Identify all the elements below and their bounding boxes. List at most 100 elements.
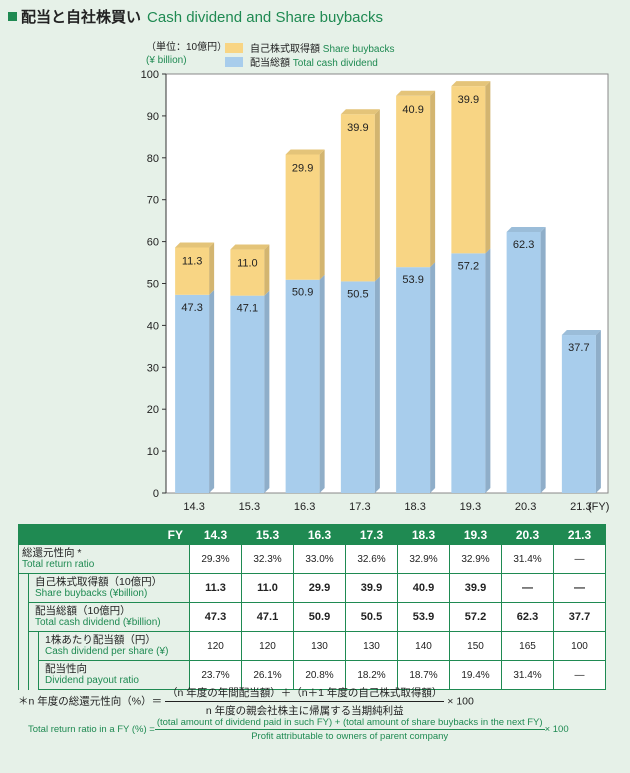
row-label: 総還元性向 * Total return ratio (18, 544, 190, 574)
row-label-en: Total return ratio (22, 559, 95, 570)
row-label-jp: 1株あたり配当額（円） (45, 634, 156, 646)
bar-dividend (396, 267, 431, 493)
row-label: 配当総額（10億円） Total cash dividend (¥billion) (28, 602, 190, 632)
table-cell: — (553, 573, 606, 603)
bar-dividend (561, 335, 596, 493)
row-indent (18, 602, 29, 632)
data-label-buybacks: 11.3 (182, 255, 203, 267)
row-label-en: Cash dividend per share (¥) (45, 646, 169, 657)
table-header-year: 18.3 (397, 524, 450, 545)
table-cell: 39.9 (449, 573, 502, 603)
bar-buybacks-side (430, 90, 436, 268)
x-tick-label: 16.3 (294, 501, 315, 513)
row-label: 配当性向 Dividend payout ratio (38, 660, 190, 690)
table-cell: — (553, 660, 606, 690)
row-label-en: Total cash dividend (¥billion) (35, 617, 161, 628)
bar-dividend (451, 253, 486, 493)
table-cell: 62.3 (501, 602, 554, 632)
data-label-buybacks: 29.9 (292, 162, 313, 174)
footnote-en-lead: Total return ratio in a FY (%) = (28, 724, 155, 736)
data-table-wrap: FY 14.3 15.3 16.3 17.3 18.3 19.3 20.3 21.3 総還元性向… (18, 524, 606, 690)
x-tick-label: 17.3 (349, 501, 370, 513)
footnote-en-fraction: (total amount of dividend paid in such F… (154, 717, 545, 742)
bar-top (506, 226, 546, 232)
bar-dividend-side (264, 290, 270, 493)
data-label-dividend: 57.2 (458, 260, 479, 272)
data-label-buybacks: 39.9 (458, 94, 479, 106)
footnote-jp-lead: ＊n 年度の総還元性向（%）＝ (18, 695, 163, 708)
data-label-dividend: 50.5 (347, 288, 368, 300)
table-cell: 18.2% (345, 660, 398, 690)
footnote-jp-tail: × 100 (447, 695, 474, 708)
data-label-dividend: 47.3 (181, 302, 202, 314)
bar-top (285, 149, 325, 155)
table-header-year: 20.3 (501, 524, 554, 545)
legend-swatch-buybacks (225, 43, 243, 53)
bar-buybacks (340, 114, 375, 282)
bar-top (561, 330, 601, 336)
data-label-buybacks: 39.9 (347, 122, 368, 134)
row-label-jp: 自己株式取得額（10億円） (35, 576, 163, 588)
table-row: 配当総額（10億円） Total cash dividend (¥billion)… (18, 602, 606, 632)
data-label-buybacks: 40.9 (402, 104, 423, 116)
table-cell: 33.0% (293, 544, 346, 574)
footnote-en-numerator: (total amount of dividend paid in such F… (154, 717, 545, 730)
bar-top (230, 244, 270, 250)
table-row: 自己株式取得額（10億円） Share buybacks (¥billion) 11… (18, 573, 606, 603)
legend-label-dividend: 配当総額 Total cash dividend (250, 56, 378, 69)
x-axis-unit: (FY) (588, 501, 609, 513)
y-tick-label: 90 (147, 111, 159, 123)
y-tick-label: 100 (141, 69, 159, 81)
table-cell: 39.9 (345, 573, 398, 603)
data-label-dividend: 53.9 (402, 274, 423, 286)
table-cell: 50.5 (345, 602, 398, 632)
table-cell: 40.9 (397, 573, 450, 603)
data-label-buybacks: 11.0 (237, 258, 258, 270)
data-label-dividend: 47.1 (237, 303, 258, 315)
table-cell: 100 (553, 631, 606, 661)
bar-dividend-side (209, 289, 215, 493)
y-tick-label: 20 (147, 404, 159, 416)
table-row: 配当性向 Dividend payout ratio 23.7% 26.1% 20.8%… (18, 660, 606, 690)
table-cell: 120 (241, 631, 294, 661)
bar-dividend (285, 279, 320, 493)
bar-dividend-side (430, 262, 436, 493)
legend-label-buybacks: 自己株式取得額 Share buybacks (250, 42, 395, 55)
table-cell: 26.1% (241, 660, 294, 690)
table-cell: 11.0 (241, 573, 294, 603)
table-cell: 50.9 (293, 602, 346, 632)
row-label-en: Share buybacks (¥billion) (35, 588, 148, 599)
table-cell: 29.3% (189, 544, 242, 574)
table-cell: 11.3 (189, 573, 242, 603)
bar-chart: 0 10 20 30 40 50 60 70 80 90 100 （単位：10億円） (¥ billio… (141, 40, 610, 513)
x-tick-label: 19.3 (460, 501, 481, 513)
y-tick-label: 70 (147, 195, 159, 207)
row-label-jp: 配当性向 (45, 663, 87, 675)
y-tick-label: 30 (147, 362, 159, 374)
bar-dividend-side (540, 226, 546, 493)
table-cell: 31.4% (501, 660, 554, 690)
bar-dividend (506, 231, 541, 493)
table-header-fy: FY (18, 524, 190, 545)
table-header-year: 15.3 (241, 524, 294, 545)
table-header-year: 14.3 (189, 524, 242, 545)
bar-top (175, 242, 215, 248)
bar-top (396, 90, 436, 96)
y-tick-label: 0 (153, 488, 159, 500)
footnote-en-tail: × 100 (544, 724, 569, 736)
title-en: Cash dividend and Share buybacks (147, 9, 384, 26)
table-cell: 47.3 (189, 602, 242, 632)
chart-title: 配当と自社株買い Cash dividend and Share buybacks (8, 6, 383, 27)
table-cell: 18.7% (397, 660, 450, 690)
x-tick-label: 21.3 (570, 501, 591, 513)
y-tick-label: 40 (147, 320, 159, 332)
row-indent (28, 631, 39, 661)
y-tick-label: 10 (147, 446, 159, 458)
table-body: 総還元性向 * Total return ratio 29.3% 32.3% 33.0%… (18, 544, 606, 690)
bar-dividend-side (485, 248, 491, 493)
y-tick-label: 60 (147, 237, 159, 249)
bar-buybacks (175, 247, 210, 295)
bar-dividend-side (319, 274, 325, 493)
bar-buybacks-side (374, 109, 380, 282)
table-header-year: 19.3 (449, 524, 502, 545)
